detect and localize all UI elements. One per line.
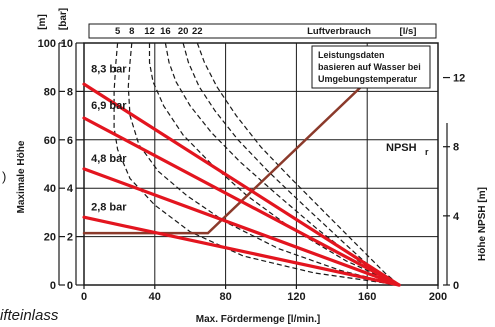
air-axis-unit: [l/s] (400, 26, 417, 37)
y-tick-label: 20 (44, 232, 56, 244)
air-axis-box (88, 23, 437, 39)
air-tick-label: 22 (192, 26, 203, 37)
y2-axis-label: Höhe NPSH [m] (477, 187, 488, 261)
npsh-label: NPSH (386, 142, 417, 154)
x-tick-label: 160 (358, 291, 376, 303)
air-axis-title: Luftverbrauch (307, 26, 371, 37)
series-label: 2,8 bar (91, 201, 127, 213)
bar-tick-label: 10 (61, 38, 73, 50)
air-consumption-curve (164, 42, 400, 286)
note-box (311, 45, 431, 89)
note-line-3: Umgebungstemperatur (318, 74, 418, 84)
air-tick-label: 16 (160, 26, 171, 37)
bar-tick-label: 0 (67, 280, 73, 292)
y-tick-label: 0 (50, 280, 56, 292)
pressure-line (82, 116, 401, 287)
bar-tick-label: 8 (67, 86, 73, 98)
y-tick-label: 60 (44, 135, 56, 147)
air-consumption-curve (113, 42, 400, 286)
series-label: 8,3 bar (91, 63, 127, 75)
left-edge-fragment: ) (2, 169, 6, 184)
x-tick-label: 120 (287, 291, 305, 303)
x-axis-label: Max. Fördermenge [l/min.] (196, 314, 320, 325)
series-label: 6,9 bar (91, 100, 127, 112)
pressure-line (82, 167, 401, 287)
x-tick-label: 40 (149, 291, 161, 303)
air-tick-label: 20 (178, 26, 189, 37)
air-consumption-curve (182, 42, 400, 286)
caption-fragment: ifteinlass (0, 307, 59, 324)
x-tick-label: 0 (81, 291, 87, 303)
y2-tick-label: 4 (453, 211, 460, 223)
y-tick-label: 40 (44, 183, 56, 195)
npsh-curve (82, 76, 372, 235)
y2-tick-label: 8 (453, 142, 459, 154)
air-tick-label: 5 (115, 26, 121, 37)
pressure-line (82, 82, 401, 287)
air-tick-label: 8 (129, 26, 134, 37)
x-tick-label: 80 (219, 291, 231, 303)
y-axis-label: Maximale Höhe (16, 140, 27, 213)
air-consumption-curve (127, 42, 400, 286)
bar-tick-label: 2 (67, 232, 73, 244)
bar-tick-label: 6 (67, 135, 73, 147)
series-label: 4,8 bar (91, 153, 127, 165)
x-tick-label: 200 (429, 291, 447, 303)
y2-tick-label: 12 (453, 73, 465, 85)
air-consumption-curve (148, 43, 400, 286)
plot-frame (83, 42, 439, 286)
y-tick-label: 80 (44, 86, 56, 98)
air-tick-label: 12 (144, 26, 155, 37)
y-tick-label: 100 (38, 38, 56, 50)
unit-bar-label: [bar] (58, 8, 69, 30)
unit-m-label: [m] (37, 14, 48, 30)
bar-tick-label: 4 (67, 183, 74, 195)
note-line-1: Leistungsdaten (318, 50, 385, 60)
air-consumption-curve (196, 42, 400, 286)
pressure-line (82, 215, 401, 287)
note-line-2: basieren auf Wasser bei (318, 62, 421, 72)
npsh-subscript: r (425, 147, 429, 157)
y2-tick-label: 0 (453, 280, 459, 292)
